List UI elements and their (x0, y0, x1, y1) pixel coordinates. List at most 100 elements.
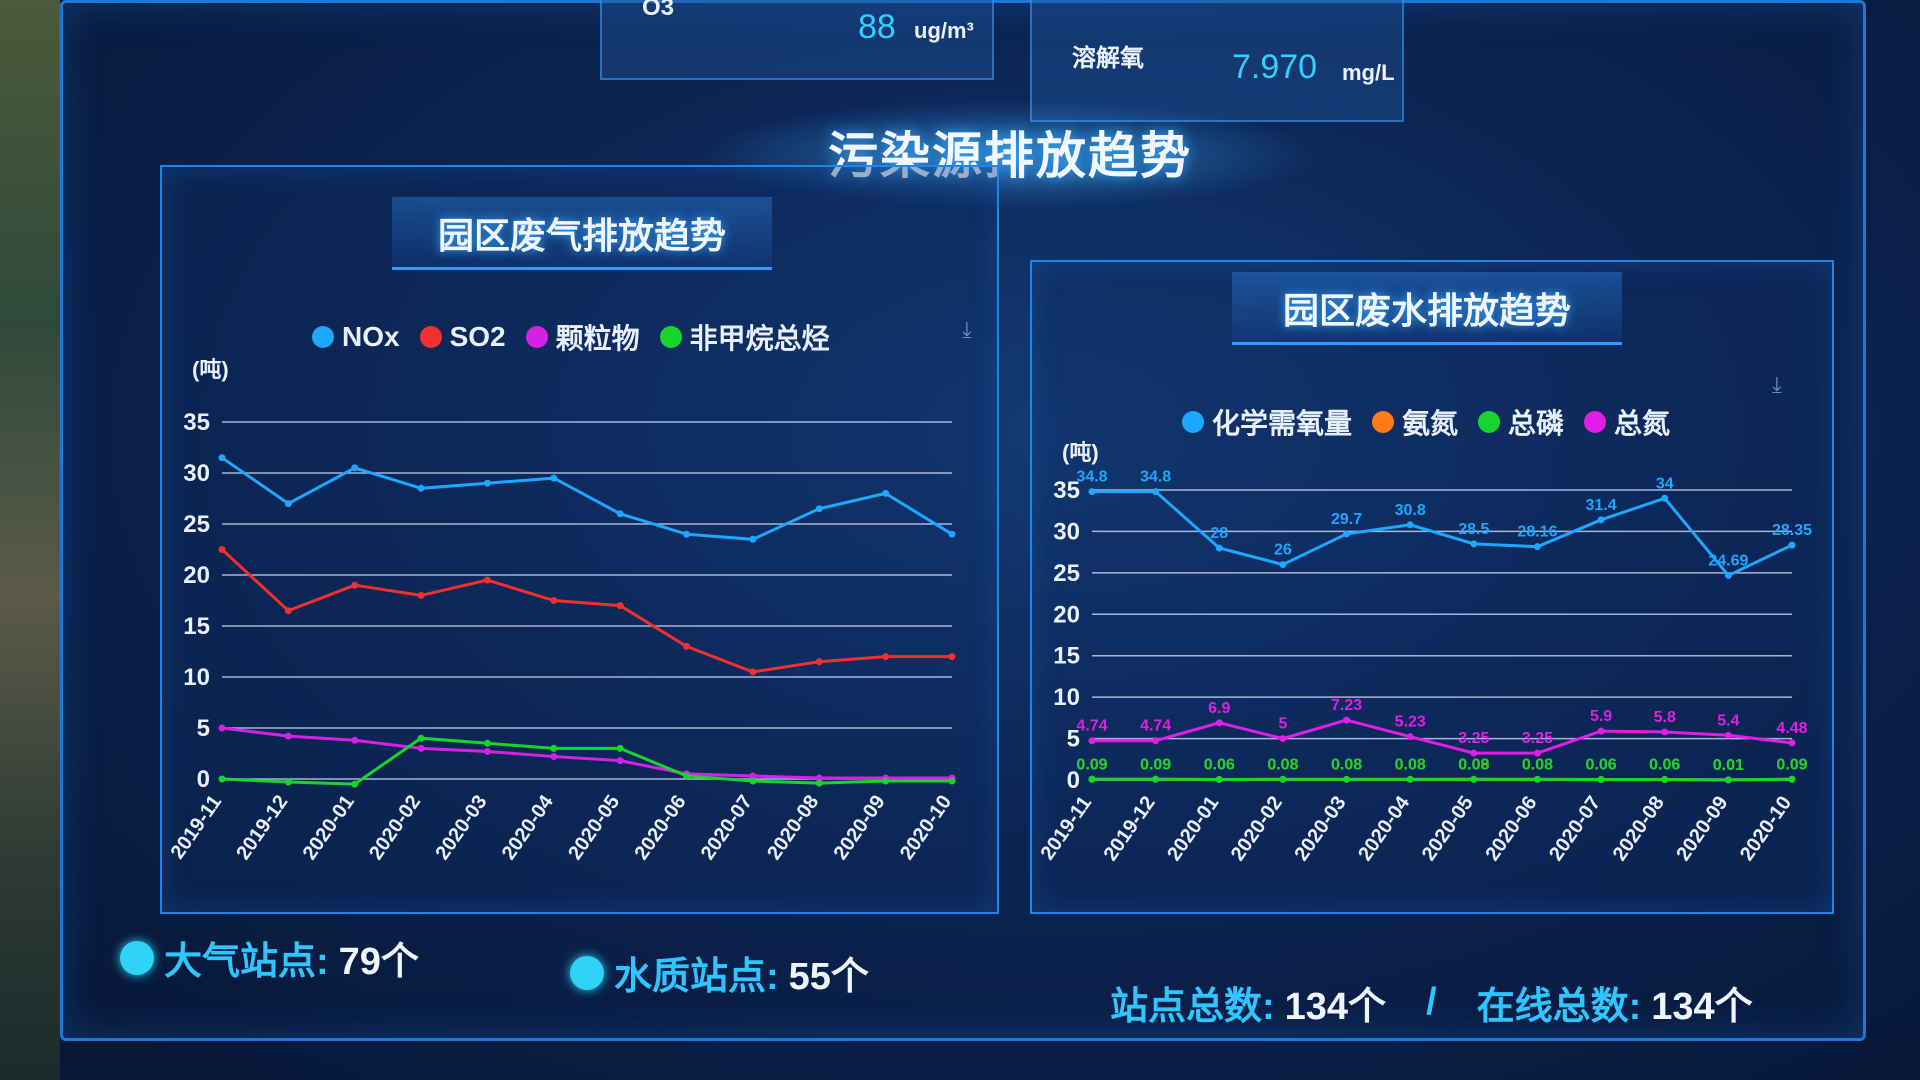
legend-label: 非甲烷总烃 (689, 323, 830, 354)
legend-item-nox[interactable]: NOx (312, 321, 400, 353)
x-tick-label: 2020-08 (1609, 792, 1669, 865)
series-line (1092, 718, 1793, 755)
o3-card: O3 88 ug/m³ (600, 0, 994, 80)
data-label: 0.08 (1458, 756, 1489, 773)
data-point (284, 778, 292, 786)
o3-unit: ug/m³ (914, 18, 974, 43)
water-panel-tab (1232, 272, 1622, 345)
water-station-stat: 水质站点: 55个 (570, 945, 869, 1000)
download-icon[interactable]: ⤓ (1772, 372, 1782, 397)
x-tick-label: 2020-03 (1291, 792, 1351, 865)
x-tick-label: 2020-05 (564, 791, 624, 864)
legend-label: 化学需氧量 (1212, 408, 1353, 439)
data-point (815, 779, 823, 787)
download-icon[interactable]: ⤓ (962, 317, 972, 342)
data-label: 0.09 (1776, 756, 1807, 773)
data-point (1152, 737, 1160, 745)
data-point (1533, 749, 1541, 757)
data-point (948, 530, 956, 538)
data-point (683, 642, 691, 650)
data-point (1215, 719, 1223, 727)
data-point (417, 734, 425, 742)
data-label: 7.23 (1331, 697, 1362, 714)
data-label: 0.08 (1331, 756, 1362, 773)
online-total-value: 134个 (1651, 986, 1753, 1028)
data-point (550, 753, 558, 761)
data-point (1215, 544, 1223, 552)
data-label: 34 (1656, 475, 1674, 492)
legend-item-tn[interactable]: 总氮 (1584, 402, 1670, 442)
do-unit: mg/L (1342, 60, 1395, 85)
dashboard-frame (60, 0, 1866, 1041)
data-point (1724, 571, 1732, 579)
data-point (1279, 735, 1287, 743)
air-station-value: 79个 (338, 941, 419, 983)
y-tick-label: 35 (1053, 477, 1080, 504)
data-label: 5.23 (1395, 714, 1426, 731)
y-tick-label: 25 (1053, 560, 1080, 587)
data-label: 34.8 (1140, 469, 1171, 486)
data-point (550, 474, 558, 482)
y-tick-label: 0 (1067, 767, 1080, 794)
legend-dot (1182, 411, 1204, 433)
data-point (1279, 561, 1287, 569)
data-point (1088, 488, 1096, 496)
data-point (882, 777, 890, 785)
data-point (1724, 776, 1732, 784)
data-label: 0.08 (1395, 756, 1426, 773)
legend-item-ammonia[interactable]: 氨氮 (1372, 402, 1458, 442)
data-point (815, 658, 823, 666)
y-tick-label: 30 (1053, 518, 1080, 545)
data-point (218, 724, 226, 732)
data-point (749, 772, 757, 780)
x-tick-label: 2020-08 (763, 791, 823, 864)
data-label: 0.06 (1204, 757, 1235, 774)
data-point (1152, 775, 1160, 783)
legend-item-tp[interactable]: 总磷 (1478, 402, 1564, 442)
data-label: 34.8 (1076, 469, 1107, 486)
legend-item-so2[interactable]: SO2 (419, 321, 506, 353)
air-station-label: 大气站点: (164, 941, 329, 983)
data-point (1470, 749, 1478, 757)
data-label: 0.08 (1522, 756, 1553, 773)
x-tick-label: 2020-06 (631, 791, 691, 864)
data-label: 0.06 (1586, 757, 1617, 774)
water-panel-title: 园区废水排放趋势 (1282, 290, 1571, 331)
legend-item-nmhc[interactable]: 非甲烷总烃 (659, 317, 830, 357)
legend-label: 氨氮 (1402, 408, 1459, 439)
data-label: 3.25 (1458, 730, 1489, 747)
data-point (417, 744, 425, 752)
data-label: 0.01 (1713, 757, 1744, 774)
y-axis-label: (吨) (1062, 440, 1099, 465)
legend-item-cod[interactable]: 化学需氧量 (1182, 402, 1352, 442)
data-label: 3.25 (1522, 730, 1553, 747)
data-point (882, 489, 890, 497)
y-tick-label: 5 (1067, 726, 1080, 753)
legend-item-particulate[interactable]: 颗粒物 (525, 317, 640, 357)
data-point (749, 535, 757, 543)
y-tick-label: 25 (183, 511, 210, 538)
series-line (221, 736, 952, 786)
data-point (1470, 540, 1478, 548)
x-tick-label: 2020-07 (697, 791, 757, 864)
series-line (220, 548, 952, 674)
data-point (815, 774, 823, 782)
data-label: 0.08 (1522, 756, 1553, 773)
data-point (1661, 776, 1669, 784)
y-tick-label: 15 (183, 613, 210, 640)
legend-label: 总磷 (1508, 408, 1565, 439)
gas-panel-title: 园区废气排放趋势 (437, 215, 726, 256)
data-point (749, 668, 757, 676)
legend-label: 总氮 (1614, 408, 1671, 439)
series-line (221, 726, 952, 780)
data-point (1788, 739, 1796, 747)
series-line (1092, 490, 1793, 578)
data-point (483, 747, 491, 755)
x-tick-label: 2020-02 (365, 791, 425, 864)
y-tick-label: 15 (1053, 643, 1080, 670)
data-point (1788, 775, 1796, 783)
data-point (1470, 775, 1478, 783)
data-label: 0.09 (1140, 756, 1171, 773)
data-point (417, 484, 425, 492)
x-tick-label: 2019-11 (167, 791, 226, 863)
